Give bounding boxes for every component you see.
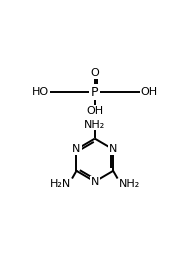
Text: N: N [72, 144, 81, 154]
Text: O: O [90, 68, 99, 78]
Text: N: N [109, 144, 117, 154]
Text: N: N [91, 177, 99, 187]
Text: H₂N: H₂N [50, 179, 71, 189]
Text: P: P [91, 86, 99, 99]
Text: NH₂: NH₂ [119, 179, 140, 189]
Text: OH: OH [86, 106, 103, 116]
Text: OH: OH [141, 87, 158, 97]
Text: HO: HO [32, 87, 49, 97]
Text: NH₂: NH₂ [84, 120, 105, 130]
